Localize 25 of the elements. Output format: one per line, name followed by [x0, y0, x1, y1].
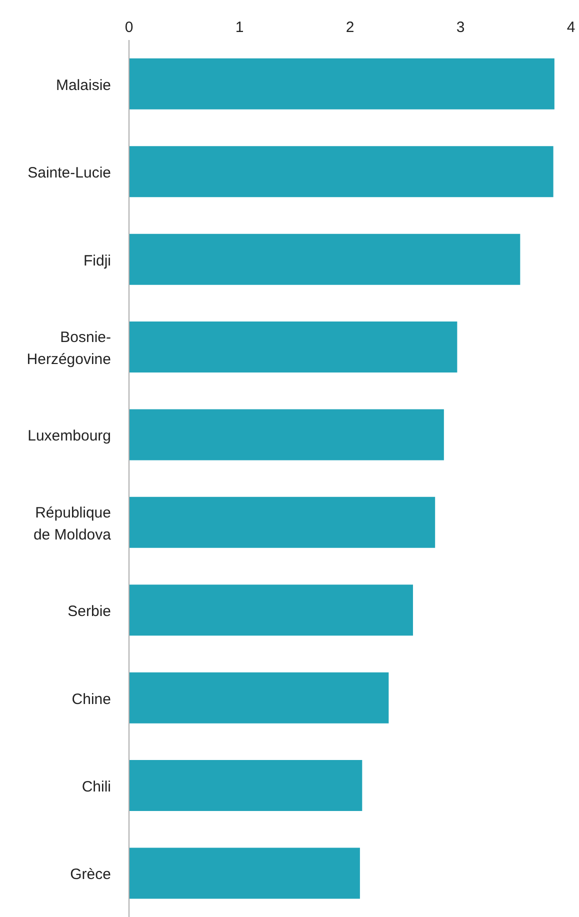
bar: [129, 234, 520, 285]
y-tick-label: Luxembourg: [28, 428, 111, 445]
bar: [129, 584, 413, 636]
x-tick-label: 4: [566, 19, 576, 36]
bar: [129, 409, 444, 460]
bar: [129, 146, 554, 198]
y-tick-label: Chine: [72, 690, 111, 708]
bar: [129, 760, 362, 812]
y-tick-label: Sainte-Lucie: [28, 164, 111, 182]
x-tick-label: 2: [346, 19, 354, 36]
bar: [129, 848, 360, 899]
y-tick-label: Fidji: [83, 252, 111, 270]
y-tick-label: République de Moldova: [33, 504, 112, 544]
y-tick-label: Bosnie-Herzégovine: [26, 328, 112, 368]
x-tick-label: 3: [456, 19, 465, 36]
y-tick-label: Serbie: [68, 603, 111, 620]
y-tick-label: Chili: [82, 778, 111, 796]
x-tick-label: 0: [124, 19, 134, 36]
y-tick-label: Grèce: [70, 866, 111, 884]
bar: [129, 496, 436, 548]
y-tick-label: Malaisie: [56, 76, 111, 94]
bar: [129, 58, 554, 110]
bar: [129, 672, 389, 724]
bar: [129, 322, 458, 373]
x-tick-label: 1: [235, 19, 244, 36]
